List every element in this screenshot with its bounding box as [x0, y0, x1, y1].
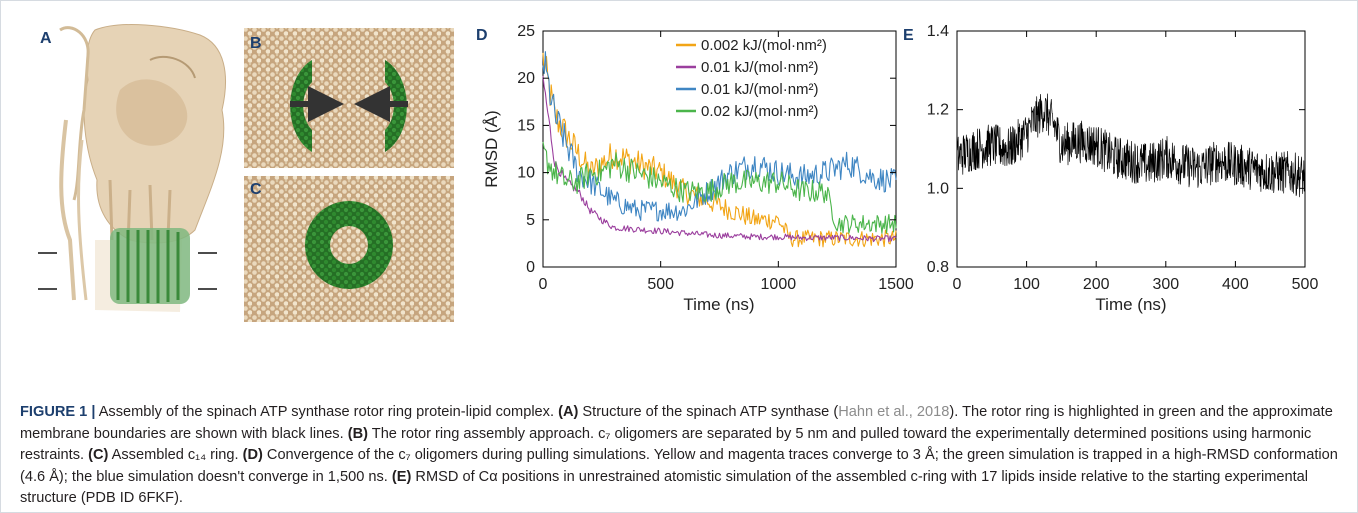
caption-figure-label: FIGURE 1 | [20, 404, 96, 420]
x-tick-label: 300 [1152, 276, 1179, 293]
panel-e-letter: E [903, 27, 914, 44]
panel-d-letter: D [476, 27, 488, 44]
caption-e-text: RMSD of Cα positions in unrestrained ato… [20, 468, 1309, 507]
panel-b-lipid-bilayer [244, 28, 454, 168]
caption-intro: Assembly of the spinach ATP synthase rot… [95, 404, 559, 420]
y-tick-label: 10 [517, 165, 535, 182]
x-tick-label: 200 [1083, 276, 1110, 293]
y-tick-label: 1.4 [927, 23, 949, 40]
x-tick-label: 500 [1292, 276, 1319, 293]
x-tick-label: 0 [539, 276, 548, 293]
panel-d-y-axis-label: RMSD (Å) [482, 110, 501, 187]
legend-entry-label: 0.002 kJ/(mol·nm²) [701, 37, 827, 54]
panel-c-lipid-bilayer [244, 176, 454, 322]
caption-a-text-2: ). The rotor ring is highlighted in gree… [20, 404, 1333, 442]
y-tick-label: 1.0 [927, 180, 949, 197]
panel-d-x-axis-label: Time (ns) [683, 295, 754, 314]
panel-e-chart: E 0 100 200 300 400 500 0.8 1.0 1.2 1.4 Time (ns) [903, 23, 1318, 314]
panel-e-x-axis-label: Time (ns) [1095, 295, 1166, 314]
rmsd-series-line-3 [542, 51, 897, 222]
panel-c-letter: C [250, 181, 262, 198]
caption-d-text: Convergence of the c₇ oligomers during p… [20, 447, 1338, 485]
caption-c-text: Assembled c₁₄ ring. [108, 447, 243, 463]
caption-e-tag: (E) [391, 468, 412, 485]
rmsd-series-line-2 [542, 75, 897, 243]
rmsd-series-line-4 [542, 141, 897, 234]
y-tick-label: 0.8 [927, 259, 949, 276]
figure-panels: A B C [38, 23, 1318, 322]
x-tick-label: 0 [953, 276, 962, 293]
caption-citation-link[interactable]: Hahn et al., 2018 [838, 404, 950, 420]
x-tick-label: 1000 [761, 276, 797, 293]
legend-entry-label: 0.01 kJ/(mol·nm²) [701, 81, 819, 98]
rotor-ring [110, 228, 190, 304]
rmsd-trace-line [956, 93, 1306, 198]
panel-b-letter: B [250, 35, 262, 52]
caption-c-tag: (C) [88, 447, 109, 463]
x-tick-label: 400 [1222, 276, 1249, 293]
y-tick-label: 0 [526, 259, 535, 276]
panel-d-legend: 0.002 kJ/(mol·nm²) 0.01 kJ/(mol·nm²) 0.01 … [676, 37, 827, 120]
x-tick-label: 500 [647, 276, 674, 293]
caption-b-text: The rotor ring assembly approach. c₇ oli… [20, 425, 1312, 464]
legend-entry-label: 0.02 kJ/(mol·nm²) [701, 103, 819, 120]
atp-synthase-structure [38, 24, 227, 312]
panel-c: C [244, 176, 454, 322]
y-tick-label: 5 [526, 212, 535, 229]
caption-b-tag: (B) [347, 425, 368, 442]
caption-d-tag: (D) [242, 447, 263, 463]
assembled-c14-ring [305, 201, 393, 289]
y-tick-label: 1.2 [927, 102, 949, 119]
legend-entry-label: 0.01 kJ/(mol·nm²) [701, 59, 819, 76]
panel-b: B [244, 28, 454, 168]
panel-a: A [38, 24, 227, 312]
panel-a-letter: A [40, 30, 52, 47]
y-tick-label: 20 [517, 70, 535, 87]
caption-a-text: Structure of the spinach ATP synthase ( [578, 404, 839, 420]
panel-d-plot-area [542, 30, 897, 268]
x-tick-label: 1500 [878, 276, 914, 293]
panel-d-chart: D 0 500 1000 1500 0 5 10 15 20 25 Time (ns) RMSD … [476, 23, 914, 314]
y-tick-label: 15 [517, 117, 535, 134]
rmsd-series-line-1 [542, 52, 897, 248]
figure-caption: FIGURE 1 | Assembly of the spinach ATP s… [20, 402, 1342, 510]
y-tick-label: 25 [517, 23, 535, 40]
caption-a-tag: (A) [558, 404, 579, 420]
x-tick-label: 100 [1013, 276, 1040, 293]
